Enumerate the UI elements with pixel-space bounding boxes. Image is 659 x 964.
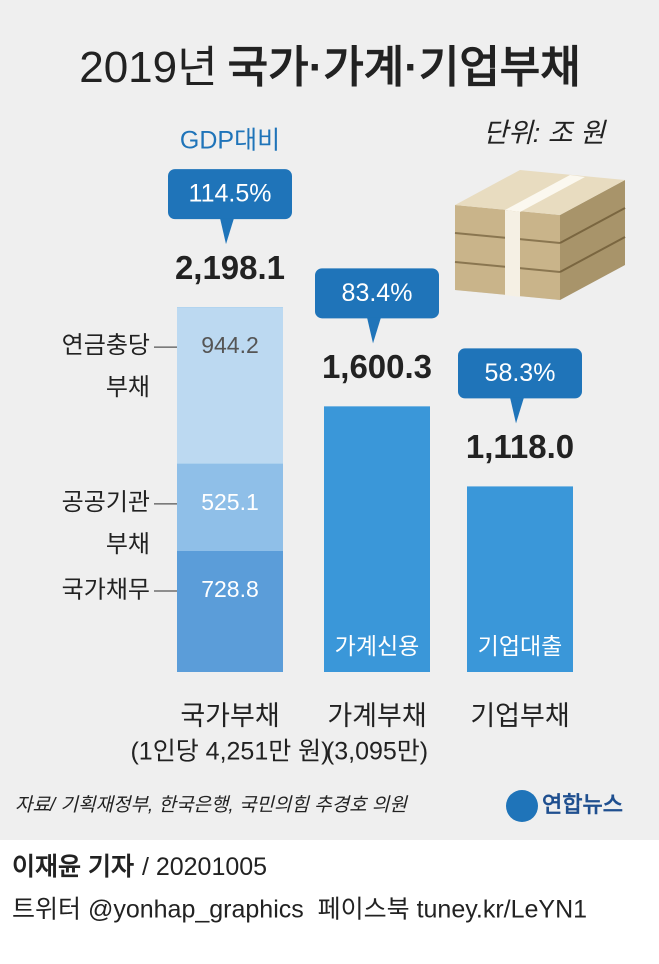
ratio-caption: GDP대비 [180,127,280,155]
total-label: 2,198.1 [175,249,285,286]
callout-pointer [220,218,234,245]
ratio-label: 58.3% [485,359,556,387]
bar [467,486,573,672]
ratio-label: 114.5% [189,180,272,208]
category-note: (3,095만) [326,738,428,766]
category-label: 가계부채 [327,701,426,731]
ratio-label: 83.4% [342,279,413,307]
bar-label: 기업대출 [478,633,563,659]
category-label: 기업부채 [470,701,569,731]
ratio-callout: 114.5% [168,169,292,245]
title-main: 국가·가계·기업부채 [228,43,581,92]
segment-value-label: 944.2 [201,332,259,358]
segment-value-label: 525.1 [201,489,259,515]
footer-background [0,840,659,964]
money-illustration [454,170,626,300]
callout-pointer [510,397,524,424]
total-label: 1,118.0 [466,428,574,465]
title-year: 2019년 [79,43,217,92]
logo-mark [506,790,538,822]
callout-box [168,169,292,220]
byline: 이재윤 기자 / 20201005 [12,853,267,881]
chart-title: 2019년 국가·가계·기업부채 [79,43,581,92]
date: / 20201005 [142,853,267,881]
bar-label: 가계신용 [335,633,420,659]
series-name-line: 부채 [106,374,150,401]
callout-box [315,268,439,319]
series-name-line: 부채 [106,531,150,558]
callout-pointer [367,317,381,344]
bar [324,406,430,672]
series-name: 국가채무 [62,576,150,603]
category-note: (1인당 4,251만 원) [130,738,329,766]
segment-value-label: 728.8 [201,576,259,602]
unit: 단위: 조 원 [483,118,607,148]
source: 자료/ 기획재정부, 한국은행, 국민의힘 추경호 의원 [15,795,408,816]
series-name-line: 연금충당 [62,332,150,359]
logo: 연합뉴스 [542,792,623,817]
ratio-callout: 83.4% [315,268,439,344]
series-name-line: 공공기관 [62,489,150,516]
callout-box [458,348,582,399]
social: 트위터 @yonhap_graphics 페이스북 tuney.kr/LeYN1 [12,896,587,924]
total-label: 1,600.3 [322,348,432,385]
reporter: 이재윤 기자 [12,853,134,881]
bar-segment [177,551,283,672]
bar-segment [177,307,283,464]
ratio-callout: 58.3% [458,348,582,424]
bar-segment [177,463,283,552]
category-label: 국가부채 [180,701,279,731]
